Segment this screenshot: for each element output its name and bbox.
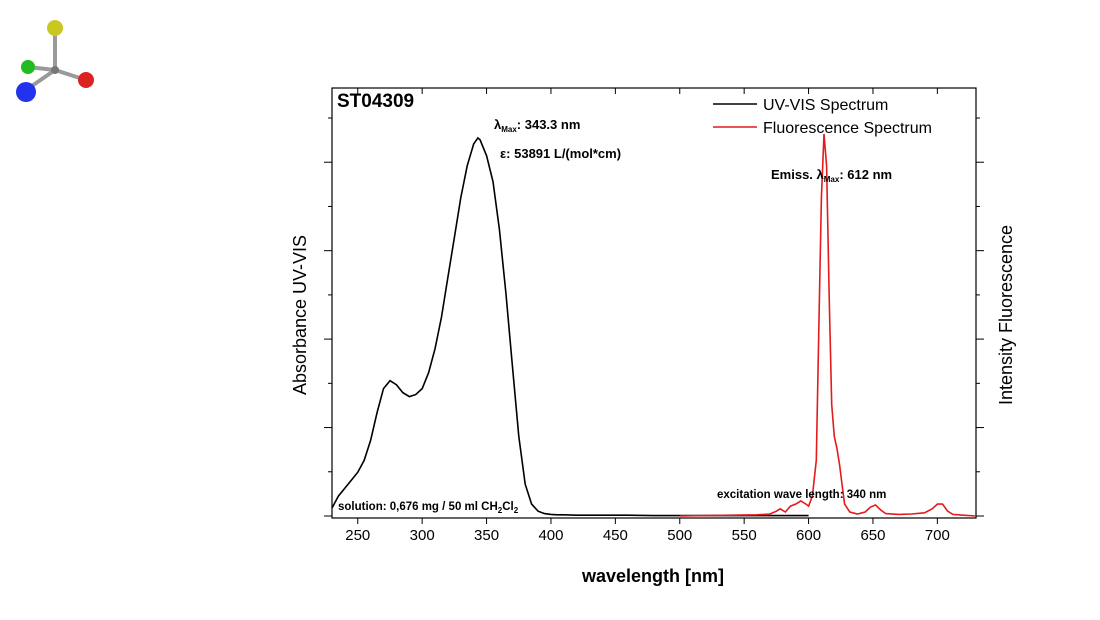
x-tick-label: 650	[860, 527, 885, 544]
abs-lambda-value: : 343.3 nm	[517, 117, 581, 132]
svg-text:λMax: 343.3 nm: λMax: 343.3 nm	[494, 117, 580, 134]
chart-title: ST04309	[337, 91, 414, 112]
axis-ticks	[324, 88, 984, 524]
excitation-annotation: excitation wave length: 340 nm	[717, 489, 886, 501]
x-tick-label: 700	[925, 527, 950, 544]
epsilon-annotation: ε: 53891 L/(mol*cm)	[500, 146, 621, 161]
annotation-abs-max: λMax: 343.3 nm ε: 53891 L/(mol*cm)	[494, 117, 621, 161]
emiss-value: : 612 nm	[839, 167, 892, 182]
y2-axis-title: Intensity Fluorescence	[996, 225, 1016, 405]
solution-main: solution: 0,676 mg / 50 ml CH	[338, 501, 498, 513]
x-tick-label: 250	[345, 527, 370, 544]
emiss-sub: Max	[824, 175, 840, 184]
lambda-symbol: λ	[494, 117, 502, 132]
plot-frame	[331, 87, 977, 519]
uv-vis-series-line	[331, 136, 809, 517]
x-tick-label: 350	[474, 527, 499, 544]
solution-mid: Cl	[502, 501, 514, 513]
annotation-emission-max: Emiss. λMax: 612 nm	[771, 167, 892, 184]
legend-uv-label: UV-VIS Spectrum	[763, 97, 888, 114]
x-tick-label: 500	[667, 527, 692, 544]
x-axis-title: wavelength [nm]	[581, 566, 724, 586]
svg-text:Emiss. λMax: 612 nm: Emiss. λMax: 612 nm	[771, 167, 892, 184]
y-axis-title: Absorbance UV-VIS	[290, 235, 310, 395]
legend: UV-VIS Spectrum Fluorescence Spectrum	[713, 97, 932, 137]
legend-fluorescence-label: Fluorescence Spectrum	[763, 120, 932, 137]
svg-text:solution: 0,676 mg / 50 ml CH2: solution: 0,676 mg / 50 ml CH2Cl2	[338, 501, 519, 515]
emiss-prefix: Emiss. λ	[771, 167, 825, 182]
x-tick-label: 600	[796, 527, 821, 544]
lambda-sub: Max	[501, 125, 517, 134]
x-tick-label: 450	[603, 527, 628, 544]
x-tick-labels: 250 300 350 400 450 500 550 600 650 700	[345, 527, 950, 544]
molecule-logo-icon	[16, 20, 94, 102]
annotation-solution: solution: 0,676 mg / 50 ml CH2Cl2	[338, 501, 519, 515]
x-tick-label: 550	[732, 527, 757, 544]
solution-sub1: 2	[498, 506, 503, 515]
fluorescence-series-line	[679, 133, 977, 517]
solution-sub2: 2	[514, 506, 519, 515]
x-tick-label: 400	[538, 527, 563, 544]
x-tick-label: 300	[410, 527, 435, 544]
